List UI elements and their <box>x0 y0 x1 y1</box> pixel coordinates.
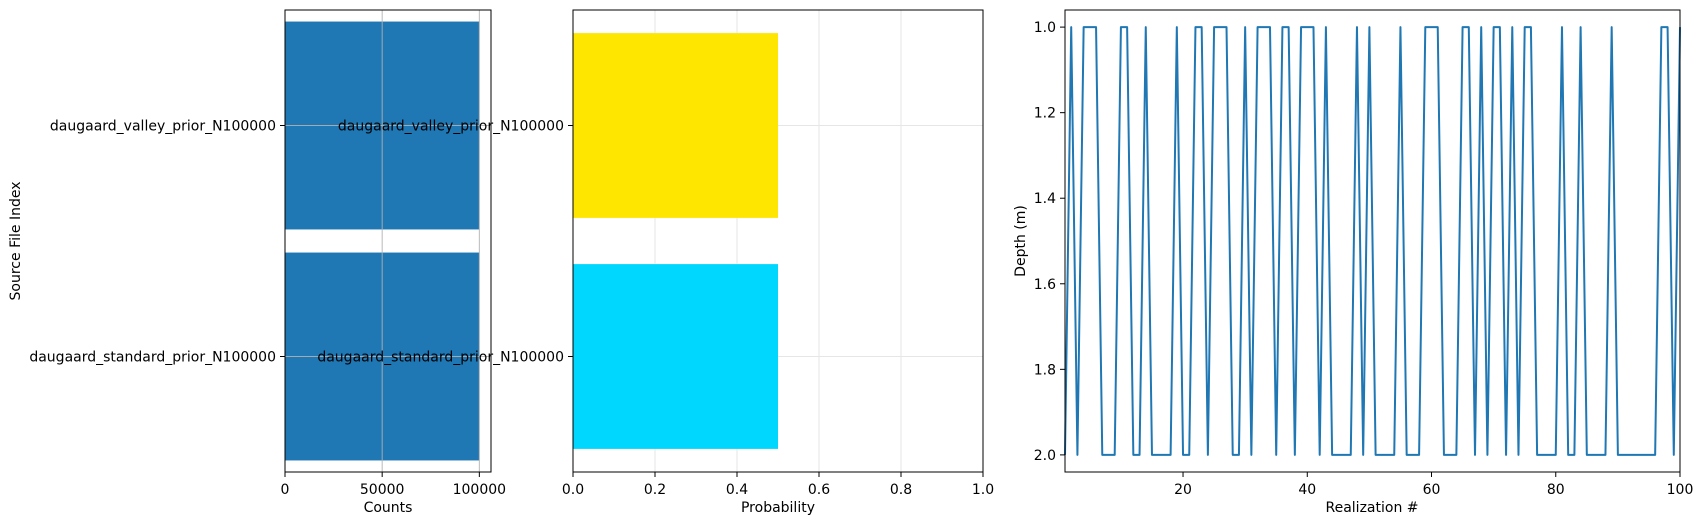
counts-ylabel: Source File Index <box>8 182 24 301</box>
counts-xtick-label: 0 <box>281 482 290 498</box>
probability-xtick-label: 0.0 <box>562 482 584 498</box>
probability-panel: daugaard_standard_prior_N100000 daugaard_… <box>317 9 994 516</box>
depth-ytick-label: 1.4 <box>1034 191 1056 207</box>
probability-ytick-label: daugaard_valley_prior_N100000 <box>338 119 564 135</box>
depth-ytick-label: 1.2 <box>1034 106 1056 122</box>
counts-xtick-label: 100000 <box>453 482 506 498</box>
probability-axes-frame <box>572 9 984 473</box>
probability-xlabel: Probability <box>741 500 815 516</box>
depth-xtick-label: 100 <box>1667 482 1694 498</box>
counts-xtick-label: 50000 <box>360 482 405 498</box>
depth-ytick-label: 1.8 <box>1034 362 1056 378</box>
depth-ylabel: Depth (m) <box>1013 205 1029 277</box>
probability-ticks: daugaard_standard_prior_N100000 daugaard_… <box>317 119 994 499</box>
probability-xtick-label: 0.4 <box>726 482 748 498</box>
depth-xlabel: Realization # <box>1326 500 1419 516</box>
probability-bars <box>573 33 778 449</box>
probability-xtick-label: 0.8 <box>890 482 912 498</box>
depth-ytick-label: 2.0 <box>1034 448 1056 464</box>
depth-ticks: 20 40 60 80 100 1.0 1.2 1.4 1.6 1.8 2.0 <box>1034 20 1694 498</box>
probability-xtick-label: 0.2 <box>644 482 666 498</box>
depth-series-line <box>1064 26 1681 456</box>
counts-xlabel: Counts <box>364 500 413 516</box>
probability-ytick-label: daugaard_standard_prior_N100000 <box>317 350 564 366</box>
counts-panel: daugaard_standard_prior_N100000 daugaard_… <box>8 9 506 516</box>
probability-xtick-label: 0.6 <box>808 482 830 498</box>
depth-panel: 20 40 60 80 100 1.0 1.2 1.4 1.6 1.8 2.0 Realizatio… <box>1013 9 1694 516</box>
probability-bar <box>573 264 778 449</box>
probability-xtick-label: 1.0 <box>972 482 994 498</box>
counts-ytick-label: daugaard_valley_prior_N100000 <box>50 119 276 135</box>
depth-xtick-label: 20 <box>1174 482 1192 498</box>
probability-bar <box>573 33 778 218</box>
counts-axes-frame <box>284 9 492 473</box>
depth-ytick-label: 1.0 <box>1034 20 1056 36</box>
depth-ytick-label: 1.6 <box>1034 277 1056 293</box>
counts-ticks: daugaard_standard_prior_N100000 daugaard_… <box>29 119 506 499</box>
depth-xtick-label: 60 <box>1423 482 1441 498</box>
counts-bars <box>284 10 491 472</box>
depth-axes-frame <box>1064 9 1681 473</box>
depth-xtick-label: 80 <box>1547 482 1565 498</box>
counts-ytick-label: daugaard_standard_prior_N100000 <box>29 350 276 366</box>
depth-line-group <box>1064 26 1681 456</box>
depth-xtick-label: 40 <box>1298 482 1316 498</box>
